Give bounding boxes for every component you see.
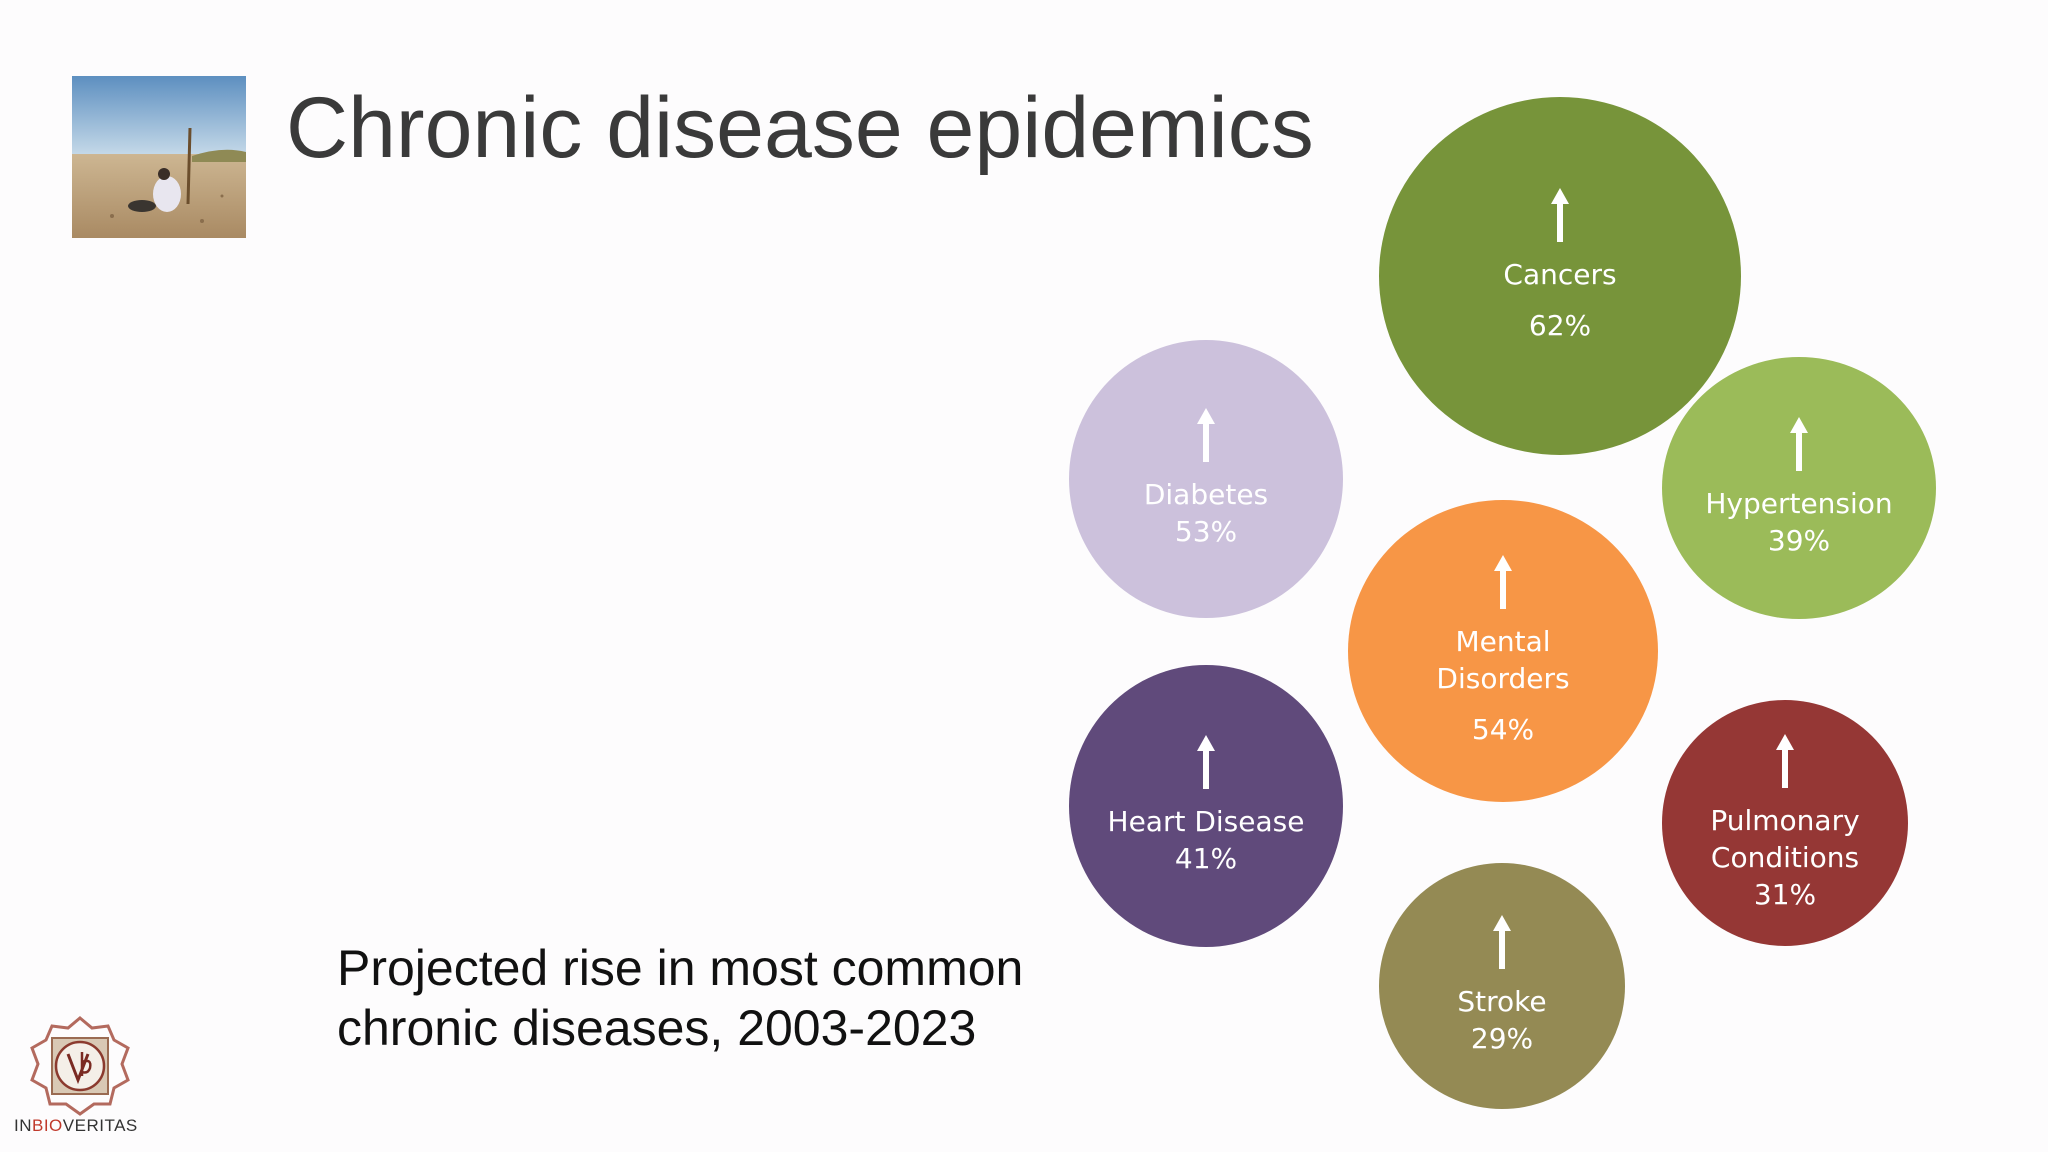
bubble-label: Stroke	[1457, 985, 1547, 1018]
bubble-label-line2: Disorders	[1436, 661, 1570, 695]
bubble-stroke: Stroke 29%	[1379, 863, 1625, 1109]
bubble-label: Heart Disease	[1107, 805, 1305, 838]
logo-text: INBIOVERITAS	[14, 1116, 138, 1135]
bubble-value: 54%	[1471, 712, 1535, 746]
bubble-label: Diabetes	[1143, 478, 1269, 511]
bubble-label-line1: Mental	[1455, 624, 1551, 658]
bubble-diabetes: Diabetes 53%	[1069, 340, 1343, 618]
logo-emblem-icon	[30, 1016, 130, 1116]
bubble-label-line2: Conditions	[1710, 840, 1860, 874]
caption-line-1: Projected rise in most common	[337, 940, 1024, 996]
bubble-label-line1: Pulmonary	[1710, 803, 1860, 837]
up-arrow-icon	[1494, 554, 1512, 609]
bubble-label: Cancers	[1503, 258, 1617, 291]
slide-title: Chronic disease epidemics	[286, 80, 1314, 176]
up-arrow-icon	[1197, 735, 1215, 789]
bubble-heart-disease: Heart Disease 41%	[1069, 665, 1343, 947]
bubble-value: 29%	[1470, 1022, 1534, 1055]
bubble-mental-disorders: Mental Disorders 54%	[1348, 500, 1658, 802]
up-arrow-icon	[1197, 408, 1215, 462]
inbioveritas-logo: INBIOVERITAS	[14, 1016, 144, 1136]
slide-caption: Projected rise in most common chronic di…	[337, 938, 1097, 1058]
bubble-label: Hypertension	[1705, 487, 1893, 520]
up-arrow-icon	[1790, 417, 1808, 471]
up-arrow-icon	[1776, 733, 1794, 788]
up-arrow-icon	[1551, 188, 1569, 242]
up-arrow-icon	[1493, 915, 1511, 969]
bubble-value: 53%	[1174, 515, 1238, 548]
bubble-pulmonary-conditions: Pulmonary Conditions 31%	[1662, 700, 1908, 946]
bubble-hypertension: Hypertension 39%	[1662, 357, 1936, 619]
caption-line-2: chronic diseases, 2003-2023	[337, 1000, 977, 1056]
desert-photo	[72, 76, 246, 238]
bubble-value: 31%	[1753, 877, 1817, 911]
bubble-value: 39%	[1767, 524, 1831, 557]
bubble-value: 62%	[1528, 309, 1592, 342]
bubble-cancers: Cancers 62%	[1379, 97, 1741, 455]
bubble-value: 41%	[1174, 842, 1238, 875]
